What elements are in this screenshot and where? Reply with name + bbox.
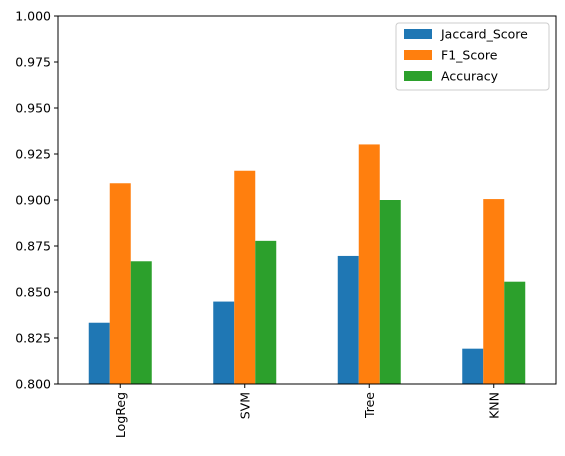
bar [483, 199, 504, 384]
legend-swatch [404, 29, 432, 39]
bar [110, 183, 131, 384]
y-tick-label: 0.800 [15, 377, 51, 392]
bar [89, 323, 110, 384]
legend-swatch [404, 50, 432, 60]
legend-label: Accuracy [441, 69, 499, 84]
bar [213, 302, 234, 384]
y-tick-label: 0.825 [15, 331, 51, 346]
legend-label: Jaccard_Score [440, 27, 528, 42]
bar [234, 171, 255, 384]
x-tick-label: SVM [237, 392, 252, 419]
legend: Jaccard_Score F1_Score Accuracy [396, 23, 549, 90]
legend-swatch [404, 71, 432, 81]
y-tick-label: 1.000 [15, 9, 51, 24]
y-tick-label: 0.950 [15, 101, 51, 116]
bar [380, 200, 401, 384]
y-tick-label: 0.925 [15, 147, 51, 162]
bar [255, 241, 276, 384]
bar [359, 144, 380, 384]
y-tick-label: 0.850 [15, 285, 51, 300]
y-tick-label: 0.975 [15, 55, 51, 70]
y-tick-label: 0.875 [15, 239, 51, 254]
bar [504, 282, 525, 384]
x-tick-label: Tree [362, 392, 377, 419]
x-tick-label: KNN [486, 392, 501, 419]
bar [131, 261, 152, 384]
x-tick-label: LogReg [113, 392, 128, 438]
y-tick-label: 0.900 [15, 193, 51, 208]
bar [338, 256, 359, 384]
bar [462, 349, 483, 384]
legend-label: F1_Score [441, 48, 498, 63]
